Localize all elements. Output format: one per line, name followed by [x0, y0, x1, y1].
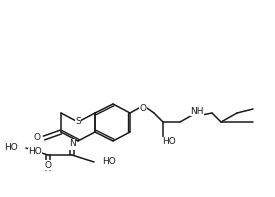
Text: HO: HO — [28, 148, 42, 156]
Text: HO: HO — [102, 157, 116, 166]
Text: N: N — [69, 139, 76, 149]
Text: O: O — [45, 161, 51, 169]
Text: S: S — [75, 116, 81, 125]
Text: O: O — [68, 140, 76, 150]
Text: O: O — [33, 134, 40, 142]
Text: HO: HO — [4, 143, 18, 152]
Text: NH: NH — [190, 107, 204, 115]
Text: HO: HO — [162, 138, 176, 147]
Text: O: O — [139, 103, 147, 112]
